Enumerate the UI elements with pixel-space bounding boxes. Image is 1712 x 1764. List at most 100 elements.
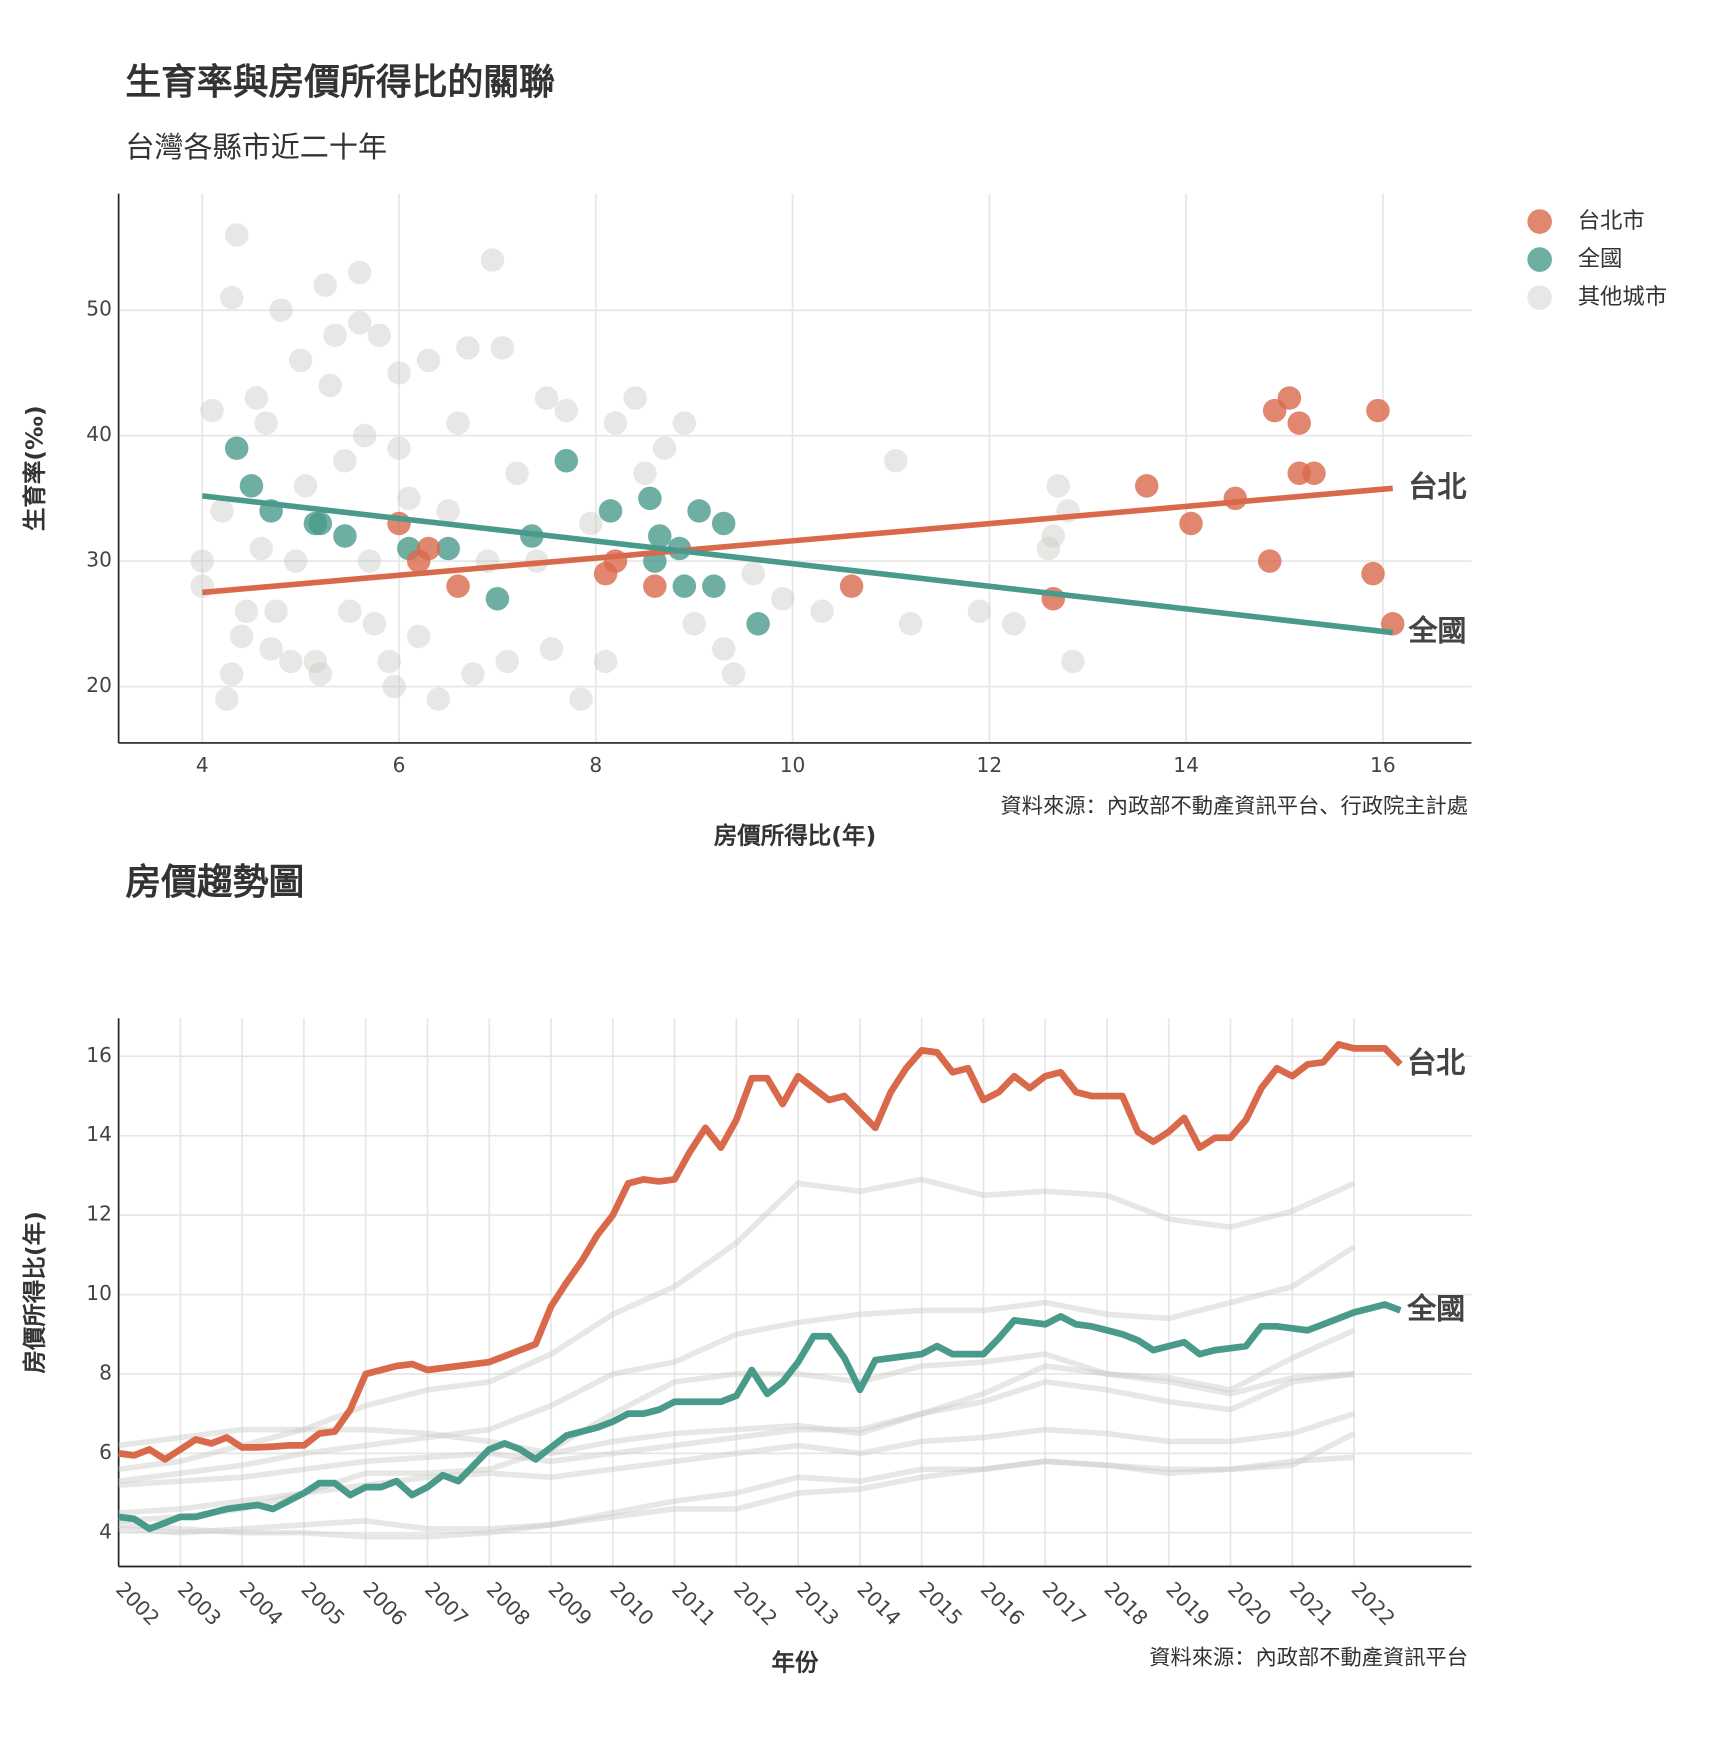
scatter-point: [352, 423, 377, 448]
scatter-point: [490, 336, 515, 360]
x-tick-label: 2018: [1100, 1577, 1153, 1630]
x-tick-label: 2011: [667, 1577, 720, 1630]
scatter-point: [672, 574, 697, 598]
trend-label: 台北: [1408, 469, 1466, 503]
scatter-point: [534, 386, 559, 410]
series-line: [118, 1301, 1402, 1533]
scatter-point: [283, 549, 308, 573]
scatter-point: [220, 662, 244, 686]
x-tick-label: 2020: [1223, 1577, 1276, 1630]
y-tick-label: 16: [86, 1043, 112, 1067]
x-tick-label: 2008: [482, 1577, 535, 1630]
scatter-point: [672, 411, 697, 435]
legend-marker: [1527, 209, 1552, 234]
scatter-point: [254, 411, 278, 435]
scatter-point: [239, 474, 264, 498]
scatter-point: [347, 260, 372, 285]
scatter-point: [382, 674, 406, 699]
x-tick-label: 8: [589, 753, 602, 777]
scatter-point: [898, 612, 923, 636]
source-note: 資料來源：內政部不動產資訊平台、行政院主計處: [1001, 794, 1469, 819]
scatter-point: [623, 386, 647, 410]
scatter-point: [554, 448, 579, 473]
scatter-point: [269, 298, 293, 322]
x-tick-label: 2013: [791, 1577, 844, 1630]
scatter-point: [1277, 386, 1302, 410]
scatter-point: [741, 561, 765, 586]
scatter-point: [1361, 561, 1385, 586]
series-end-label: 全國: [1406, 1291, 1465, 1325]
scatter-point: [456, 336, 480, 360]
series-line: [118, 1327, 1356, 1488]
scatter-point: [210, 499, 234, 523]
scatter-point: [234, 599, 259, 624]
x-tick-label: 2019: [1161, 1577, 1214, 1630]
scatter-point: [687, 499, 711, 523]
scatter-point: [1041, 524, 1066, 548]
x-tick-label: 2009: [544, 1577, 597, 1630]
scatter-point: [770, 586, 795, 611]
scatter-point: [480, 248, 505, 272]
scatter-point: [633, 461, 657, 486]
scatter-point: [264, 599, 288, 624]
scatter-point: [220, 285, 244, 310]
scatter-point: [215, 687, 239, 711]
scatter-point: [367, 323, 392, 348]
chart-subtitle: 台灣各縣市近二十年: [125, 130, 387, 164]
scatter-point: [436, 499, 460, 523]
scatter-point: [347, 311, 372, 335]
scatter-point: [249, 536, 274, 561]
x-axis-label: 年份: [772, 1648, 819, 1676]
x-tick-label: 2010: [605, 1577, 658, 1630]
scatter-point: [406, 624, 431, 649]
source-note: 資料來源：內政部不動產資訊平台: [1149, 1645, 1468, 1670]
legend-label: 其他城市: [1578, 284, 1667, 310]
scatter-point: [569, 687, 593, 711]
y-tick-label: 12: [86, 1202, 112, 1226]
scatter-point: [721, 662, 746, 686]
legend-label: 台北市: [1578, 208, 1645, 234]
scatter-point: [1223, 486, 1248, 511]
trend-line: [202, 485, 1393, 596]
scatter-point: [1134, 474, 1159, 498]
scatter-point: [638, 486, 662, 511]
scatter-point: [967, 599, 992, 624]
x-tick-label: 16: [1370, 753, 1396, 777]
scatter-point: [884, 448, 908, 473]
series-line: [118, 1454, 1355, 1536]
scatter-point: [711, 637, 736, 661]
scatter-point: [387, 361, 411, 385]
series-line: [118, 1244, 1356, 1484]
scatter-point: [387, 436, 411, 460]
series-line: [118, 1431, 1356, 1540]
y-axis-label: 房價所得比(年): [20, 1211, 48, 1373]
x-tick-label: 2012: [729, 1577, 782, 1630]
y-tick-label: 4: [99, 1519, 112, 1543]
scatter-point: [1257, 549, 1282, 573]
scatter-point: [357, 549, 382, 573]
y-tick-label: 6: [99, 1440, 112, 1464]
scatter-point: [416, 536, 441, 561]
y-axis-label: 生育率(‰): [20, 405, 48, 531]
scatter-point: [1366, 398, 1390, 423]
x-tick-label: 2022: [1347, 1577, 1400, 1630]
x-tick-label: 10: [780, 753, 806, 777]
x-tick-label: 12: [977, 753, 1003, 777]
scatter-point: [579, 511, 603, 536]
series-points: [190, 223, 1085, 711]
y-tick-label: 20: [86, 673, 112, 697]
series-line: [118, 1041, 1403, 1463]
scatter-point: [200, 398, 224, 423]
scatter-point: [446, 574, 470, 598]
scatter-point: [224, 436, 249, 460]
scatter-point: [839, 574, 864, 598]
series-points: [224, 436, 770, 636]
scatter-point: [323, 323, 347, 348]
scatter-point: [259, 637, 283, 661]
scatter-point: [308, 662, 333, 686]
scatter-point: [485, 586, 510, 611]
scatter-point: [338, 599, 362, 624]
scatter-point: [279, 649, 303, 674]
scatter-point: [436, 536, 460, 561]
